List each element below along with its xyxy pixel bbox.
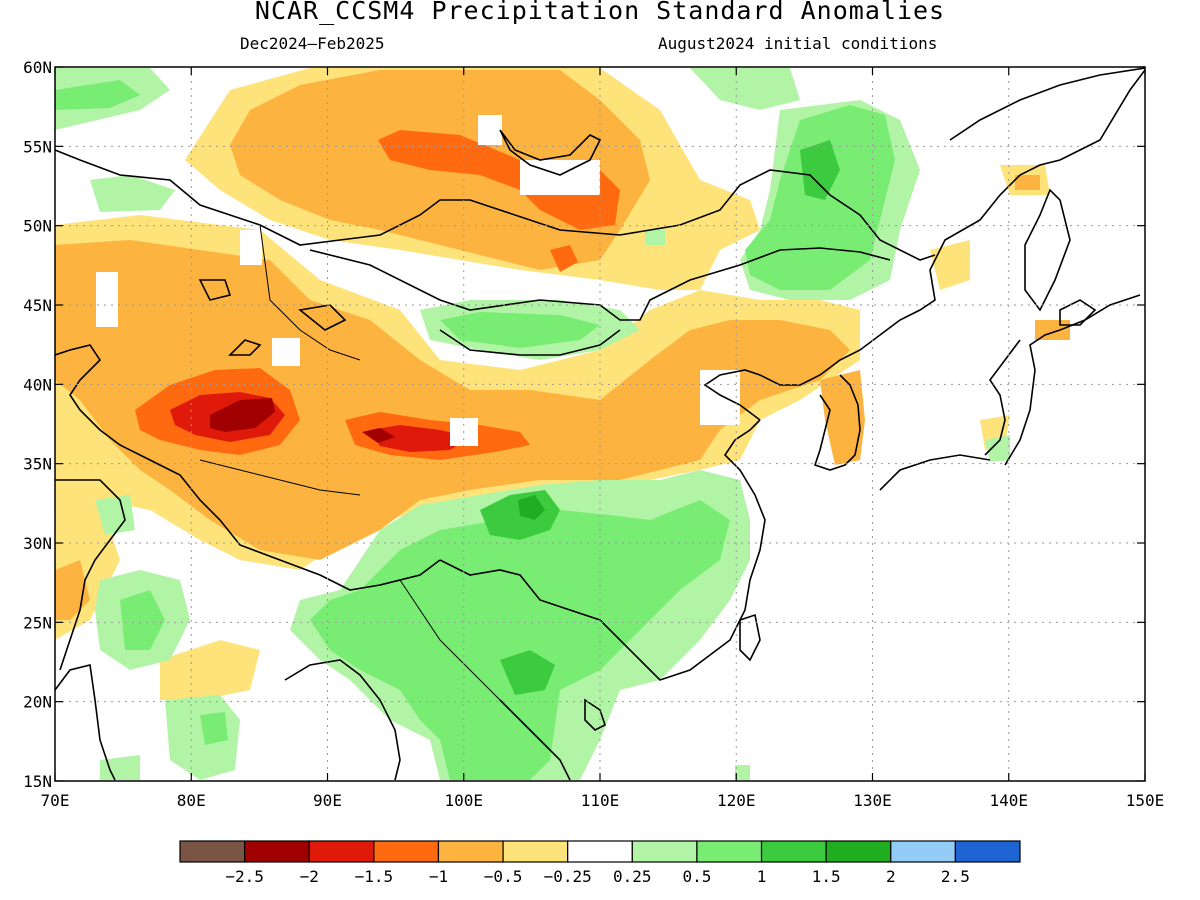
anomaly-band-minus-2	[210, 398, 395, 443]
legend-label: 2.5	[941, 867, 970, 886]
legend-label: −2.5	[225, 867, 264, 886]
masked-cells	[96, 115, 740, 446]
lon-label: 140E	[989, 791, 1028, 810]
legend-label: 0.5	[682, 867, 711, 886]
anomaly-fields	[55, 67, 1145, 781]
coastlines	[55, 67, 1145, 781]
legend-swatch	[890, 840, 956, 863]
legend-swatch	[696, 840, 763, 863]
legend-label: −1.5	[355, 867, 394, 886]
color-legend: −2.5 −2 −1.5 −1 −0.5 −0.25 0.25 0.5 1 1.5 2 2.5	[179, 840, 1021, 886]
lat-label: 15N	[23, 772, 52, 791]
lat-label: 45N	[23, 296, 52, 315]
legend-swatch	[760, 840, 827, 863]
lon-label: 70E	[41, 791, 70, 810]
lon-label: 90E	[313, 791, 342, 810]
legend-label: −1	[429, 867, 448, 886]
anomaly-band-plus-1.5	[518, 495, 545, 520]
legend-label: −0.25	[544, 867, 592, 886]
initial-conditions: August2024 initial conditions	[658, 34, 938, 53]
legend-label: 0.25	[613, 867, 652, 886]
legend-swatch	[631, 840, 698, 863]
legend-swatch	[825, 840, 892, 863]
lon-label: 110E	[581, 791, 620, 810]
legend-swatch	[567, 840, 633, 863]
longitude-labels: 70E 80E 90E 100E 110E 120E 130E 140E 150E	[41, 67, 1165, 810]
lon-label: 80E	[177, 791, 206, 810]
forecast-period: Dec2024–Feb2025	[240, 34, 385, 53]
lat-label: 55N	[23, 137, 52, 156]
legend-swatch	[373, 840, 440, 863]
lon-label: 120E	[717, 791, 756, 810]
legend-label: 1.5	[812, 867, 841, 886]
legend-label: 1	[757, 867, 767, 886]
legend-swatch	[502, 840, 569, 863]
gridlines	[55, 67, 1145, 781]
lat-label: 35N	[23, 455, 52, 474]
latitude-labels: 60N 55N 50N 45N 40N 35N 30N 25N 20N 15N	[23, 58, 1145, 791]
anomaly-band-plus-0.5	[55, 80, 895, 780]
lat-label: 50N	[23, 217, 52, 236]
lat-label: 30N	[23, 534, 52, 553]
lon-label: 130E	[853, 791, 892, 810]
lat-label: 60N	[23, 58, 52, 77]
legend-swatch	[437, 840, 504, 863]
legend-swatch	[954, 840, 1021, 863]
legend-swatch	[308, 840, 375, 863]
lon-label: 100E	[444, 791, 483, 810]
lat-label: 25N	[23, 613, 52, 632]
legend-swatch	[179, 840, 246, 863]
map-title: NCAR_CCSM4 Precipitation Standard Anomal…	[254, 0, 946, 25]
legend-label: −0.5	[484, 867, 523, 886]
legend-swatch	[244, 840, 310, 863]
lon-label: 150E	[1126, 791, 1165, 810]
legend-label: 2	[886, 867, 896, 886]
borders	[199, 224, 501, 701]
lat-label: 20N	[23, 693, 52, 712]
lat-label: 40N	[23, 375, 52, 394]
legend-label: −2	[300, 867, 319, 886]
